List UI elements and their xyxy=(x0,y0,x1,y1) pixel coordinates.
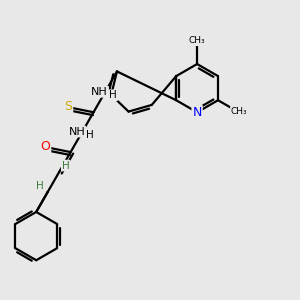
Text: CH₃: CH₃ xyxy=(189,36,206,45)
Text: NH: NH xyxy=(91,87,108,97)
Text: CH₃: CH₃ xyxy=(231,106,247,116)
Text: H: H xyxy=(109,90,117,100)
Text: H: H xyxy=(86,130,94,140)
Text: S: S xyxy=(64,100,72,113)
Text: H: H xyxy=(37,181,44,190)
Text: NH: NH xyxy=(68,127,85,136)
Text: H: H xyxy=(62,160,70,171)
Text: O: O xyxy=(40,140,50,153)
Text: N: N xyxy=(192,106,202,119)
